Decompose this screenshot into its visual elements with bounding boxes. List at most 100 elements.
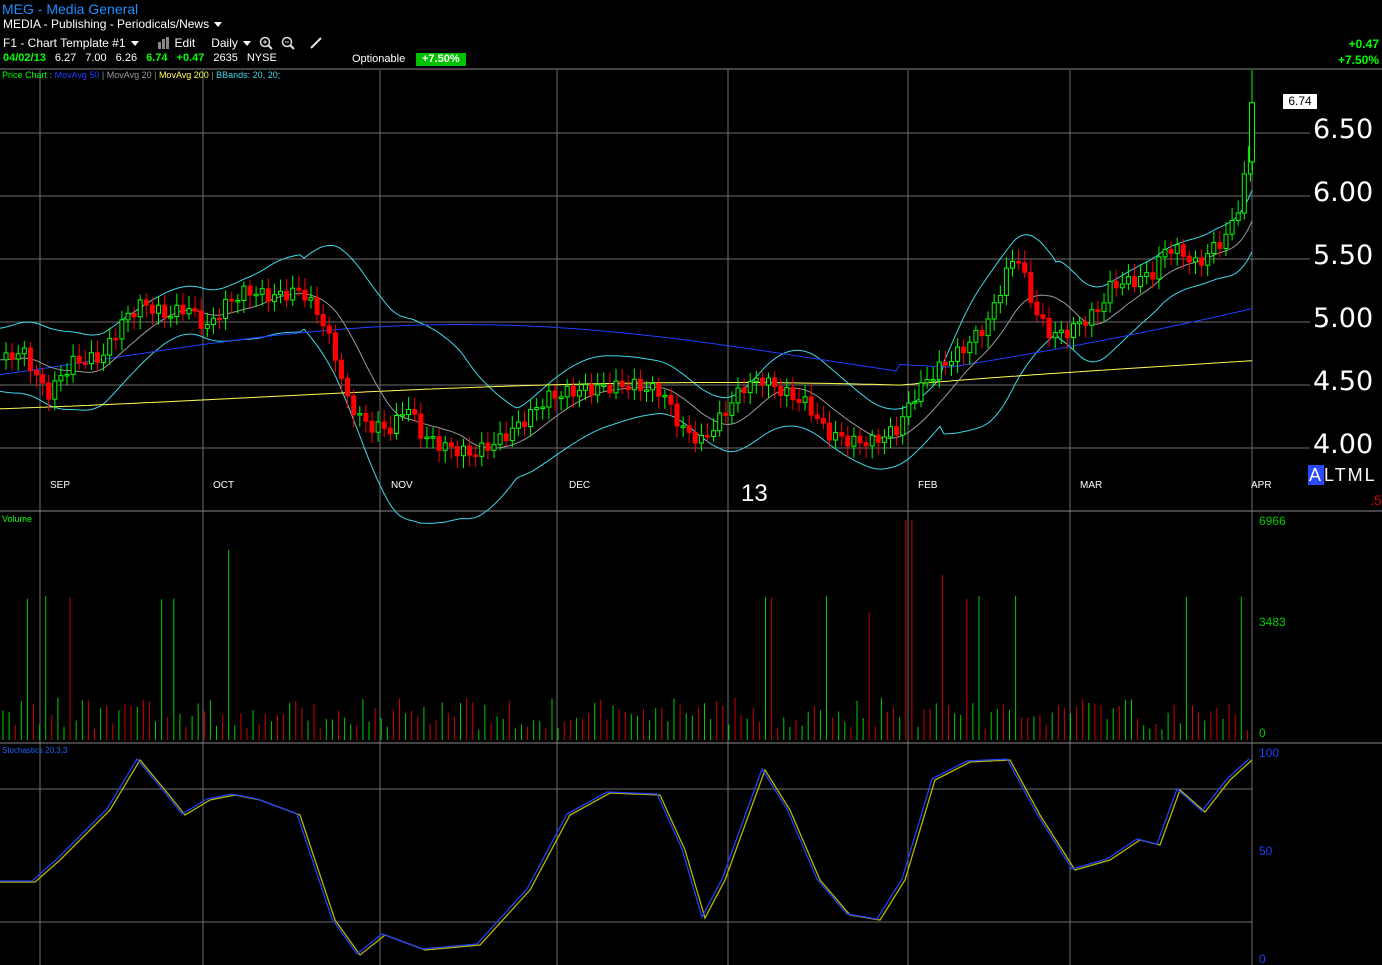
altml-rest[interactable]: LTML — [1324, 465, 1377, 485]
candle-body — [650, 382, 656, 391]
candle-body — [503, 433, 509, 442]
candle-body — [241, 285, 247, 301]
candle-body — [34, 370, 39, 376]
indicator-legend[interactable]: Price Chart : MovAvg 50 | MovAvg 20 | Mo… — [2, 70, 281, 80]
candle-body — [491, 443, 497, 451]
percent-change-readout: +7.50% — [1337, 53, 1379, 67]
candle-body — [1174, 244, 1180, 254]
candle-body — [1150, 272, 1156, 280]
candle-body — [296, 287, 302, 291]
quote-open: 6.27 — [54, 52, 77, 64]
price-marker: .5 — [1370, 492, 1382, 508]
candle-body — [1144, 272, 1150, 278]
candle-body — [833, 432, 839, 441]
zoom-in-icon — [259, 36, 273, 50]
bollinger-bands — [0, 190, 1253, 525]
legend-ma200[interactable]: MovAvg 200 — [158, 70, 209, 80]
candle-body — [131, 312, 137, 318]
candle-body — [936, 361, 942, 380]
candle-body — [302, 289, 308, 301]
candle-body — [1107, 280, 1113, 304]
legend-price-chart[interactable]: Price Chart : — [2, 70, 53, 80]
candle-body — [375, 421, 381, 433]
candle-body — [1071, 323, 1076, 338]
zoom-in-button[interactable] — [259, 36, 273, 50]
candle-body — [906, 402, 912, 418]
candle-body — [497, 433, 503, 445]
candle-body — [1217, 242, 1223, 249]
candle-body — [570, 385, 576, 397]
candle-body — [1193, 257, 1198, 263]
legend-ma50[interactable]: MovAvg 50 — [54, 70, 100, 80]
candle-body — [583, 384, 588, 391]
candle-body — [1223, 233, 1229, 249]
edit-button[interactable]: Edit — [157, 36, 196, 50]
template-label: F1 - Chart Template #1 — [3, 36, 126, 50]
chart-toolbar: F1 - Chart Template #1 Edit Daily — [3, 34, 323, 52]
period-label: Daily — [211, 36, 238, 50]
candle-body — [827, 422, 832, 441]
candle-body — [1211, 242, 1217, 255]
candle-body — [235, 299, 241, 303]
candle-body — [479, 442, 485, 457]
candle-body — [869, 434, 875, 447]
candle-body — [27, 347, 33, 372]
candle-body — [278, 290, 283, 296]
candle-body — [546, 390, 552, 408]
candle-body — [76, 355, 82, 364]
industry-label: MEDIA - Publishing - Periodicals/News — [3, 17, 210, 31]
legend-bbands[interactable]: BBands: 20, 20; — [216, 70, 281, 80]
stochastic-d-line — [0, 758, 1253, 956]
candle-body — [284, 290, 290, 301]
draw-tool-button[interactable] — [309, 36, 323, 50]
candle-body — [753, 377, 759, 383]
candle-body — [1156, 256, 1162, 280]
volume-axis-label: 0 — [1259, 726, 1266, 740]
altml-a[interactable]: A — [1308, 465, 1325, 485]
candle-body — [595, 384, 601, 396]
candle-body — [125, 312, 131, 321]
candle-body — [1235, 212, 1241, 222]
quote-change: +0.47 — [176, 52, 205, 64]
candle-body — [1083, 321, 1089, 326]
quote-low: 6.26 — [115, 52, 138, 64]
candle-body — [979, 330, 985, 337]
candle-body — [894, 426, 900, 436]
candle-body — [82, 362, 88, 365]
candle-body — [1095, 309, 1101, 313]
period-selector[interactable]: Daily — [211, 36, 251, 50]
zoom-out-button[interactable] — [281, 36, 295, 50]
candle-body — [143, 299, 149, 306]
altml-selector[interactable]: ALTML — [1308, 465, 1377, 486]
candle-body — [509, 427, 515, 442]
edit-label: Edit — [174, 36, 196, 50]
candle-body — [680, 425, 686, 428]
candle-body — [339, 359, 344, 379]
candle-body — [912, 401, 918, 404]
symbol-title[interactable]: MEG - Media General — [2, 1, 139, 17]
bband-lower — [0, 251, 1253, 525]
legend-ma20[interactable]: MovAvg 20 — [106, 70, 152, 80]
candle-body — [778, 385, 784, 396]
month-label: FEB — [918, 480, 938, 491]
candle-body — [192, 308, 198, 312]
candle-body — [406, 408, 412, 416]
stochastic-pane-label[interactable]: Stochastics 20,3,3 — [2, 746, 68, 755]
candle-body — [351, 395, 357, 416]
candle-body — [1052, 332, 1058, 339]
volume-axis-label: 3483 — [1259, 615, 1286, 629]
industry-selector[interactable]: MEDIA - Publishing - Periodicals/News — [3, 17, 223, 31]
quote-exchange: NYSE — [246, 52, 277, 64]
candle-body — [357, 413, 363, 416]
candle-body — [1229, 220, 1235, 235]
volume-pane-label[interactable]: Volume — [2, 514, 33, 524]
candle-body — [888, 426, 893, 438]
candle-body — [174, 304, 180, 318]
candle-body — [1089, 309, 1095, 326]
candle-body — [686, 425, 692, 433]
candle-body — [857, 435, 863, 444]
price-tick-label: 5.50 — [1313, 240, 1373, 271]
candle-body — [814, 414, 820, 419]
template-selector[interactable]: F1 - Chart Template #1 — [3, 36, 139, 50]
